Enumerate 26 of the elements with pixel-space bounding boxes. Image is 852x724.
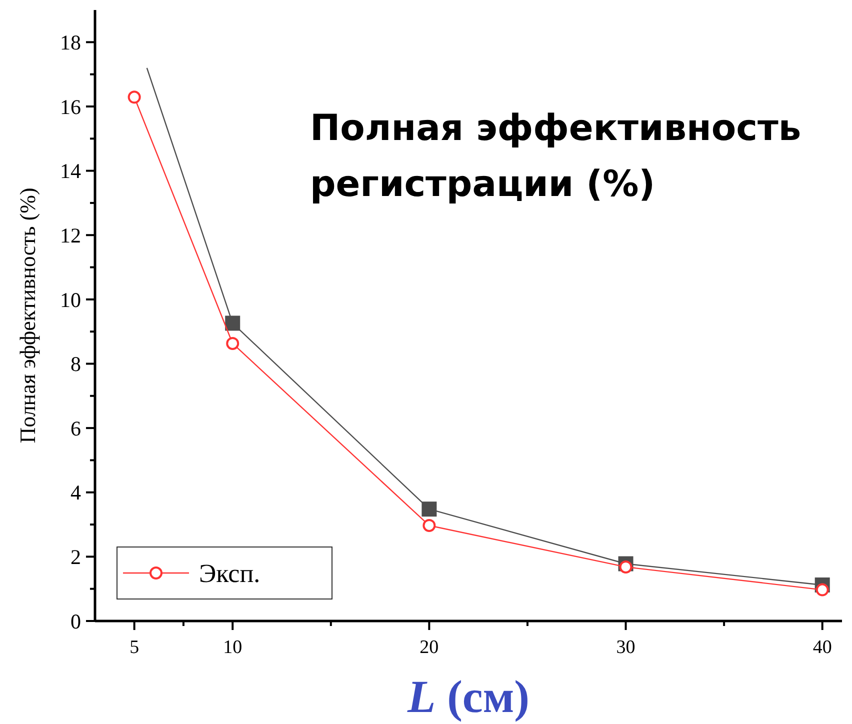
point: [422, 518, 436, 532]
y-tick-label: 14: [60, 159, 82, 184]
x-tick-label: 5: [130, 637, 140, 658]
x-tick-label: 20: [420, 637, 439, 658]
x-tick-label: 40: [812, 637, 832, 658]
x-tick-label: 30: [616, 637, 636, 658]
point: [619, 560, 632, 574]
point: [128, 90, 141, 104]
y-axis-title: Полная эффективность (%): [15, 188, 40, 444]
y-tick-label: 16: [60, 94, 81, 119]
y-tick-label: 18: [60, 30, 81, 55]
point: [225, 316, 240, 331]
y-tick-label: 6: [70, 416, 81, 440]
annotation: Полная эффективность регистрации (%): [310, 108, 802, 205]
legend-label: Эксп.: [199, 559, 260, 588]
x-tick-label: 10: [223, 637, 242, 658]
point: [816, 583, 829, 596]
y-tick-label: 0: [70, 609, 81, 634]
y-tick-label: 2: [70, 545, 81, 570]
x-axis-title: L (см): [406, 671, 530, 722]
point: [422, 502, 437, 517]
y-tick-label: 4: [70, 480, 82, 505]
point: [226, 336, 240, 350]
y-tick-label: 10: [60, 288, 81, 312]
y-tick-label: 8: [70, 352, 81, 376]
y-tick-label: 12: [60, 223, 81, 248]
